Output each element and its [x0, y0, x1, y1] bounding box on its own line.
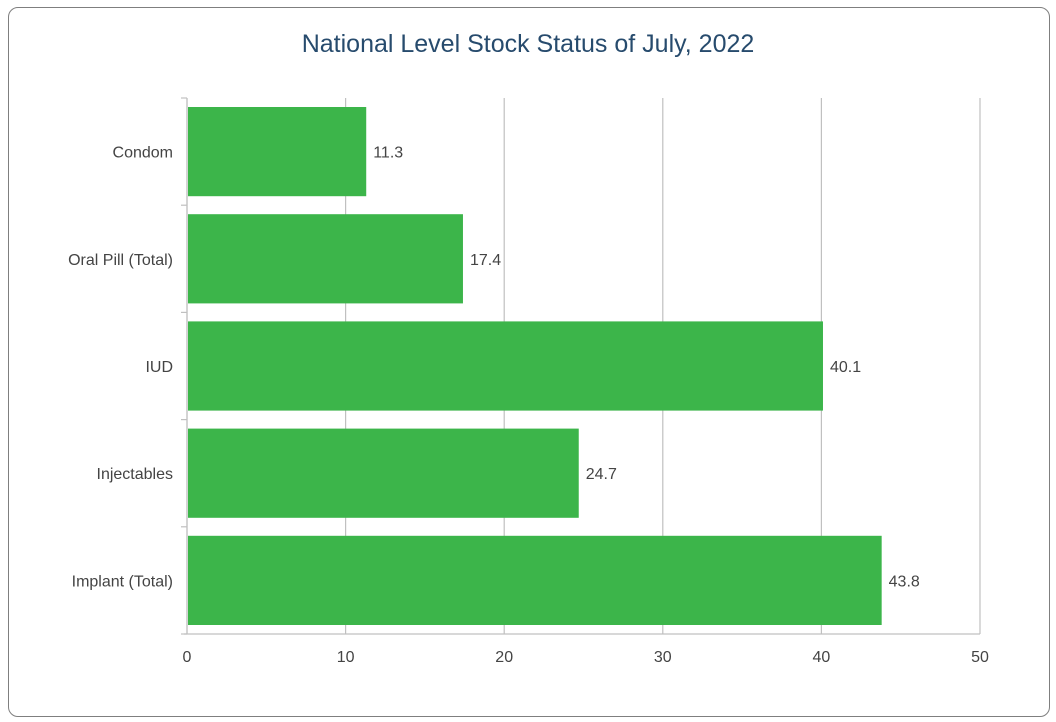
data-label-3: 24.7	[586, 466, 617, 483]
x-tick-label-2: 20	[495, 649, 513, 666]
x-tick-label-4: 40	[813, 649, 831, 666]
bar-4	[188, 535, 882, 625]
category-label-0: Condom	[113, 145, 173, 162]
data-label-4: 43.8	[889, 573, 920, 590]
category-label-2: IUD	[145, 359, 173, 376]
category-label-3: Injectables	[97, 466, 174, 483]
data-label-1: 17.4	[470, 252, 501, 269]
chart-title: National Level Stock Status of July, 202…	[301, 30, 755, 58]
bar-3	[188, 428, 579, 518]
data-label-0: 11.3	[373, 145, 403, 162]
x-tick-label-3: 30	[654, 649, 672, 666]
category-label-1: Oral Pill (Total)	[68, 252, 173, 269]
axes	[181, 97, 980, 635]
x-tick-label-5: 50	[971, 649, 989, 666]
category-label-4: Implant (Total)	[72, 573, 173, 590]
bar-2	[188, 321, 823, 411]
bars	[188, 107, 882, 625]
bar-0	[188, 107, 367, 197]
data-label-2: 40.1	[830, 359, 861, 376]
x-tick-label-0: 0	[183, 649, 192, 666]
bar-1	[188, 214, 463, 304]
x-tick-label-1: 10	[337, 649, 355, 666]
labels: 0 10 20 30 40 50 Condom 11.3 Oral Pill (Total) 17…	[68, 145, 989, 666]
